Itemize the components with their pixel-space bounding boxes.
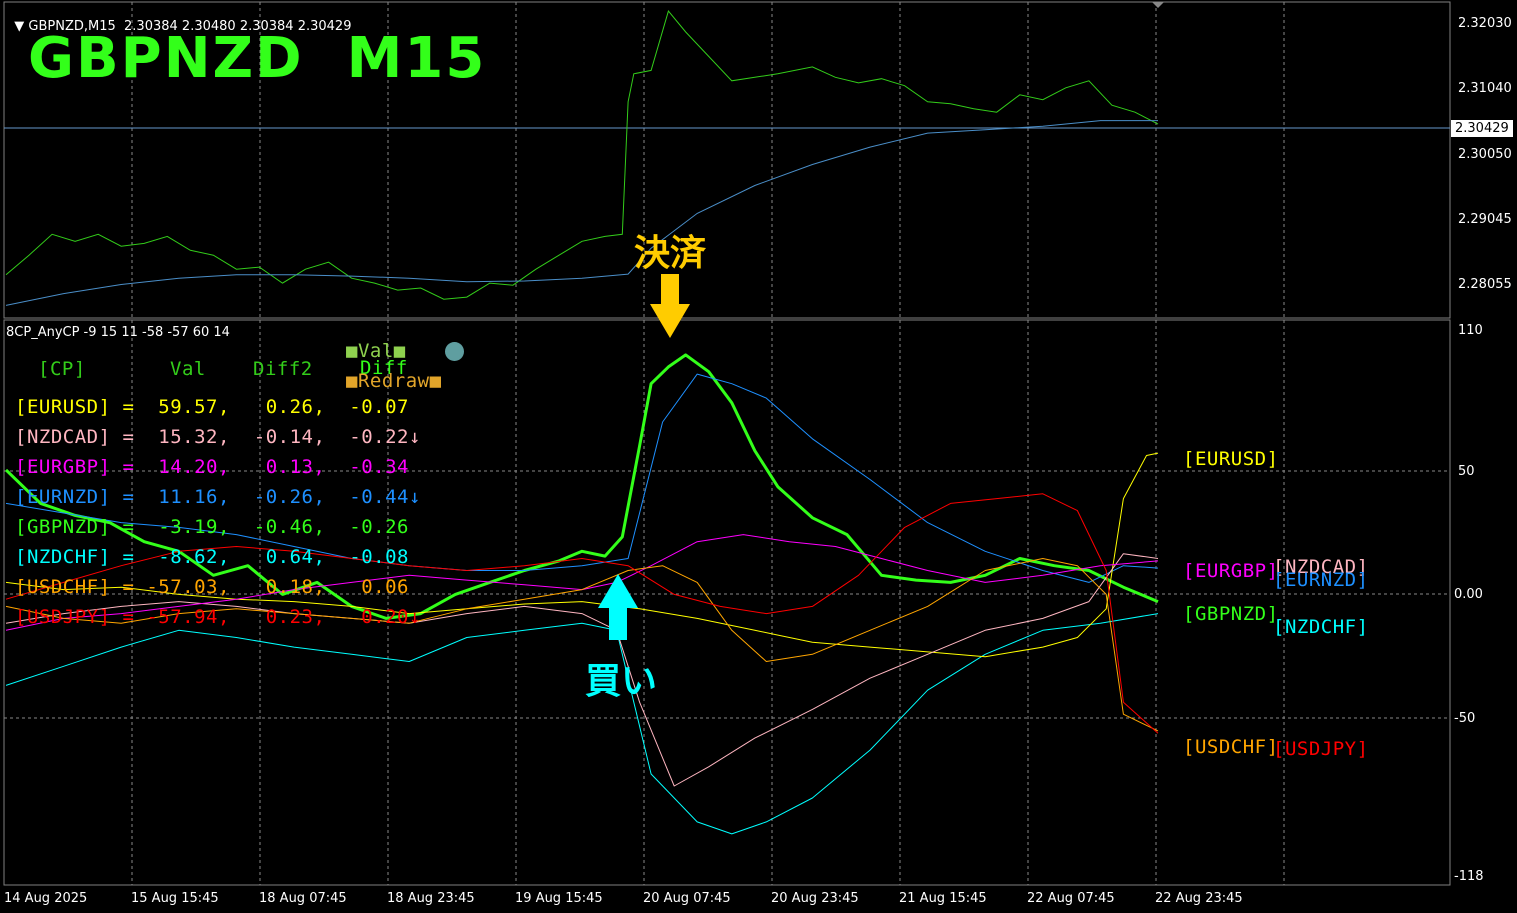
series-line-usdjpy <box>5 493 1159 734</box>
series-line-gbpnzd <box>4 353 1159 620</box>
circle-toggle-icon[interactable] <box>445 342 464 361</box>
table-row: [USDJPY] = -57.94, 0.23, 0.20↓ <box>15 606 421 628</box>
time-tick: 18 Aug 07:45 <box>259 891 347 906</box>
table-row: [NZDCHF] = -8.62, 0.64, -0.08 <box>15 546 409 568</box>
val-button[interactable]: ■Val■ <box>346 340 406 362</box>
time-tick: 19 Aug 15:45 <box>515 891 603 906</box>
indicator-tick: -118 <box>1454 869 1484 884</box>
price-tick: 2.30050 <box>1458 147 1512 162</box>
indicator-tick: -50 <box>1454 711 1476 726</box>
time-tick: 21 Aug 15:45 <box>899 891 987 906</box>
diff-button[interactable]: Diff <box>360 357 408 379</box>
label-eurgbp: [EURGBP] <box>1183 560 1279 582</box>
indicator-chart <box>4 353 1159 835</box>
price-tick: 2.29045 <box>1458 212 1512 227</box>
big-title: GBPNZD M15 <box>28 26 487 91</box>
time-tick: 18 Aug 23:45 <box>387 891 475 906</box>
series-line-eurnzd <box>5 373 1159 583</box>
dropdown-triangle-icon[interactable]: ▼ <box>14 19 29 34</box>
table-row: [EURNZD] = 11.16, -0.26, -0.44↓ <box>15 486 421 508</box>
symbol-header: ▼ GBPNZD,M15 2.30384 2.30480 2.30384 2.3… <box>6 4 351 34</box>
series-line-nzdchf <box>5 613 1159 835</box>
indicator-tick: 110 <box>1458 323 1483 338</box>
price-tick: 2.32030 <box>1458 16 1512 31</box>
table-row: [NZDCAD] = 15.32, -0.14, -0.22↓ <box>15 426 421 448</box>
header-cp: [CP] <box>38 358 86 380</box>
time-tick: 14 Aug 2025 <box>4 891 88 906</box>
label-usdjpy: [USDJPY] <box>1273 738 1369 760</box>
down-arrow-icon <box>650 274 690 338</box>
current-price-label: 2.30429 <box>1451 120 1513 137</box>
shift-marker-icon <box>1152 2 1164 8</box>
table-row: [EURUSD] = 59.57, 0.26, -0.07 <box>15 396 409 418</box>
label-gbpnzd: [GBPNZD] <box>1183 603 1279 625</box>
series-line-nzdcad <box>5 553 1159 787</box>
redraw-button[interactable]: ■Redraw■ <box>346 370 442 392</box>
table-row: [EURGBP] = 14.20, 0.13, -0.34 <box>15 456 409 478</box>
table-row: [GBPNZD] = -3.19, -0.46, -0.26 <box>15 516 409 538</box>
time-tick: 15 Aug 15:45 <box>131 891 219 906</box>
header-diff2: Diff2 <box>253 358 313 380</box>
indicator-pane-border <box>3 319 1451 886</box>
indicator-name: 8CP_AnyCP -9 15 11 -58 -57 60 14 <box>6 325 230 340</box>
time-tick: 22 Aug 07:45 <box>1027 891 1115 906</box>
label-nzdchf: [NZDCHF] <box>1273 616 1369 638</box>
indicator-tick: 0.00 <box>1454 587 1483 602</box>
indicator-tick: 50 <box>1458 464 1475 479</box>
price-pane-border <box>3 1 1451 319</box>
price-chart <box>5 10 1159 306</box>
series-line-gbpnzd <box>5 10 1159 300</box>
label-eurnzd: [EURNZD] <box>1273 569 1369 591</box>
buy-annotation: 買い <box>585 661 658 702</box>
series-line-ma <box>5 120 1158 306</box>
symbol-header-text: GBPNZD,M15 2.30384 2.30480 2.30384 2.304… <box>28 19 352 34</box>
label-nzdcad: [NZDCAD] <box>1273 556 1369 578</box>
time-tick: 20 Aug 23:45 <box>771 891 859 906</box>
series-line-eurusd <box>5 452 1159 658</box>
close-annotation: 決済 <box>634 233 707 274</box>
table-row: [USDCHF] = -57.03, 0.18, 0.06 <box>15 576 409 598</box>
series-line-usdchf <box>5 558 1159 732</box>
label-eurusd: [EURUSD] <box>1183 448 1279 470</box>
time-tick: 22 Aug 23:45 <box>1155 891 1243 906</box>
label-usdchf: [USDCHF] <box>1183 736 1279 758</box>
time-tick: 20 Aug 07:45 <box>643 891 731 906</box>
up-arrow-icon <box>598 574 638 640</box>
price-tick: 2.28055 <box>1458 277 1512 292</box>
chart-frame <box>3 1 1451 886</box>
price-tick: 2.31040 <box>1458 81 1512 96</box>
header-val: Val <box>170 358 206 380</box>
